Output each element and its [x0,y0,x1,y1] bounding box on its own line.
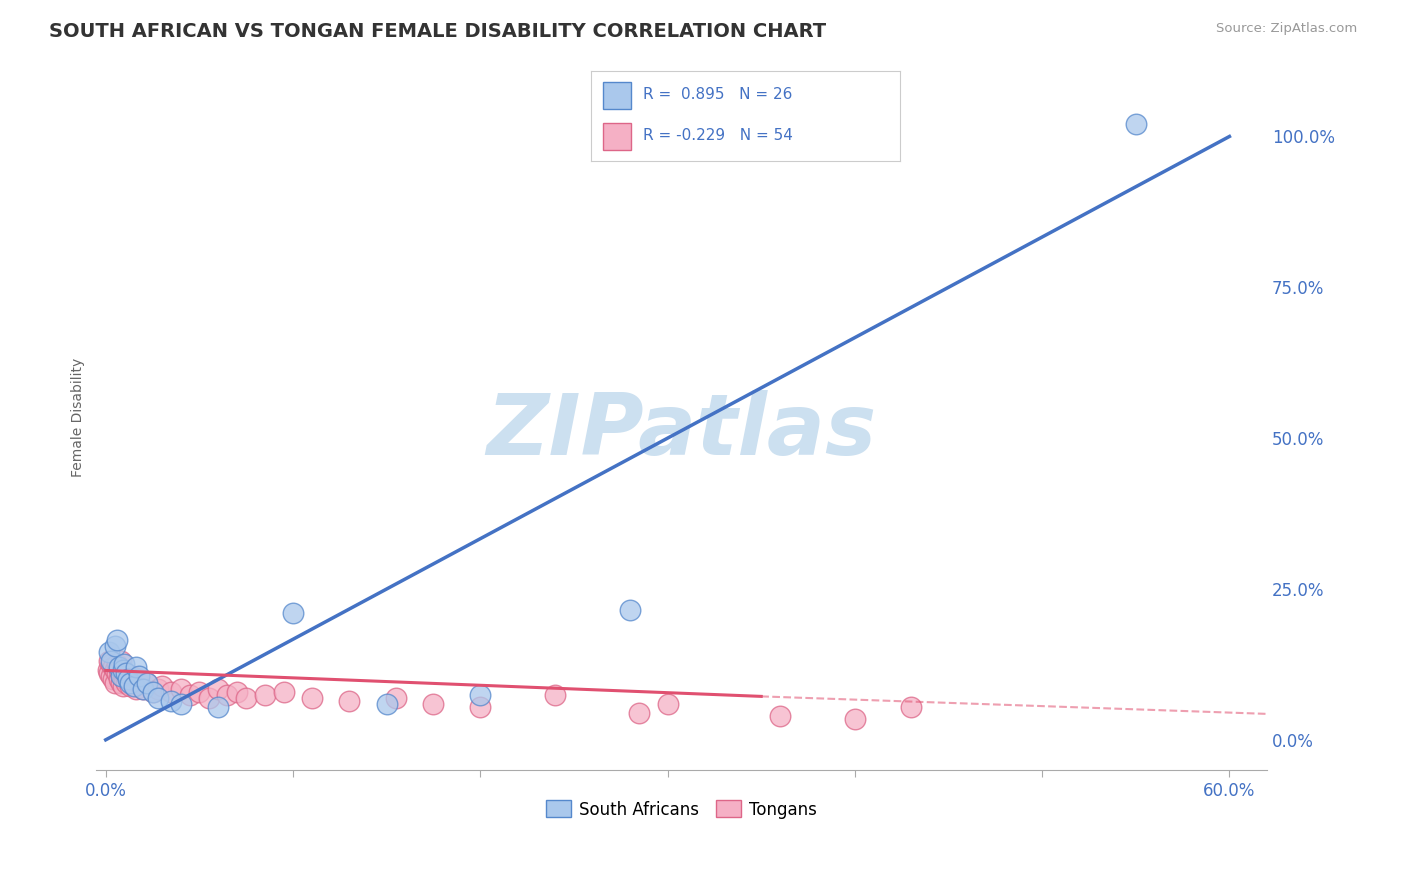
Point [301,690,323,705]
Point [146,681,169,696]
Point [115,666,138,681]
Text: SOUTH AFRICAN VS TONGAN FEMALE DISABILITY CORRELATION CHART: SOUTH AFRICAN VS TONGAN FEMALE DISABILIT… [49,22,827,41]
Point [160,684,183,698]
Text: Source: ZipAtlas.com: Source: ZipAtlas.com [1216,22,1357,36]
Point [114,657,136,672]
Point [217,688,239,702]
Point [207,681,229,696]
Point [385,690,408,705]
Point [120,675,142,690]
Point [132,681,155,696]
Legend: South Africans, Tongans: South Africans, Tongans [540,794,824,825]
Point [235,690,257,705]
Point [207,699,229,714]
Point [117,673,139,687]
Point [375,697,398,711]
Point [110,669,132,683]
Point [128,675,150,690]
Point [150,679,173,693]
Point [105,633,128,648]
Point [141,684,163,698]
Point [114,673,136,687]
Point [120,679,142,693]
Point [657,697,679,711]
Point [108,673,131,687]
Point [105,657,128,672]
Point [122,679,145,693]
Point [100,669,122,683]
Point [105,666,128,681]
Point [127,673,149,687]
Point [111,664,134,678]
Point [169,681,191,696]
FancyBboxPatch shape [603,123,631,150]
Point [135,675,157,690]
Point [125,681,148,696]
Point [844,712,866,726]
Point [114,666,136,681]
Point [98,666,121,681]
Point [97,664,120,678]
Point [470,699,492,714]
Y-axis label: Female Disability: Female Disability [72,358,86,476]
Text: ZIPatlas: ZIPatlas [486,390,877,473]
Point [544,688,567,702]
Point [108,660,131,674]
Point [619,603,641,617]
Point [422,697,444,711]
Point [111,669,134,683]
Point [104,664,127,678]
Point [179,688,201,702]
Point [111,679,134,693]
Point [1125,117,1147,131]
Point [121,669,143,683]
Point [900,699,922,714]
Point [273,684,295,698]
Point [125,660,148,674]
Point [253,688,276,702]
Point [281,606,304,620]
Point [197,690,219,705]
Point [225,684,247,698]
Point [628,706,651,720]
Point [769,708,792,723]
Point [104,675,127,690]
Point [146,690,169,705]
Point [188,684,211,698]
Point [169,697,191,711]
Point [337,693,360,707]
Text: R =  0.895   N = 26: R = 0.895 N = 26 [643,87,793,102]
Point [108,664,131,678]
Point [135,675,157,690]
Point [132,681,155,696]
Text: R = -0.229   N = 54: R = -0.229 N = 54 [643,128,793,143]
Point [100,657,122,672]
Point [160,693,183,707]
Point [141,684,163,698]
Point [128,669,150,683]
Point [98,654,121,668]
Point [98,645,121,659]
FancyBboxPatch shape [603,82,631,109]
Point [103,673,125,687]
Point [115,675,138,690]
Point [110,654,132,668]
Point [100,654,122,668]
Point [470,688,492,702]
Point [110,675,132,690]
Point [122,679,145,693]
Point [104,640,127,654]
Point [117,673,139,687]
Point [103,660,125,674]
